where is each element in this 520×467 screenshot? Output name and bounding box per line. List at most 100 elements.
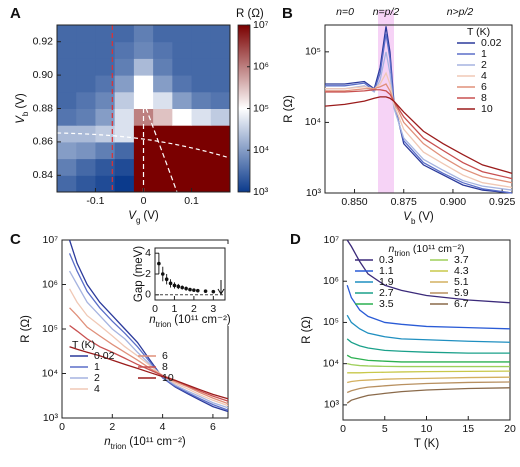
series-line [68, 270, 229, 409]
heatmap-cell [114, 175, 135, 193]
heatmap-cell [133, 75, 154, 93]
y-axis-label: Gap (meV) [133, 246, 145, 302]
data-point [211, 289, 216, 294]
legend-label: 4 [481, 70, 487, 82]
heatmap-cell [172, 158, 193, 176]
heatmap-cell [114, 25, 135, 43]
heatmap-cell [114, 91, 135, 109]
legend-label: 3.7 [454, 254, 469, 266]
legend-label: 1 [94, 361, 100, 373]
x-axis-label-subscript: trion [111, 442, 127, 451]
heatmap-cell [57, 75, 77, 93]
colorbar-tick-label: 10⁶ [253, 61, 269, 73]
x-axis-label-subscript: b [411, 217, 416, 226]
y-axis-label: R (Ω) [301, 316, 313, 344]
x-axis-label-symbol: n [104, 436, 110, 448]
legend-label: 8 [481, 92, 487, 104]
legend-label: 2 [481, 59, 487, 71]
heatmap-cell [191, 125, 212, 143]
x-tick-label: 5 [382, 423, 388, 435]
heatmap-cell [191, 108, 212, 126]
white-dashed-diagonal [145, 107, 178, 193]
legend-label: 10 [162, 372, 174, 384]
series-line [346, 387, 511, 404]
colorbar-tick-label: 10³ [253, 186, 269, 198]
series-line [325, 89, 513, 180]
legend-label: 0.02 [94, 350, 115, 362]
heatmap-cell [153, 91, 173, 109]
y-tick-label: 10³ [43, 412, 59, 424]
heatmap-cell [95, 125, 116, 143]
heatmap-cell [57, 141, 77, 160]
panel-letter: B [282, 5, 293, 22]
x-tick-label: -0.1 [86, 195, 104, 207]
data-point [192, 288, 196, 292]
x-axis-label-symbol: V [128, 210, 137, 222]
heatmap-cell [76, 58, 96, 76]
panel-letter: A [10, 5, 21, 22]
heatmap-cell [133, 25, 154, 43]
y-tick-label: 10⁵ [42, 323, 58, 335]
series-line [68, 253, 229, 411]
data-point [168, 281, 173, 286]
colorbar-label: R (Ω) [236, 8, 264, 20]
y-tick-label: 4 [145, 247, 151, 259]
series-line [325, 33, 513, 194]
data-point [180, 285, 185, 290]
heatmap-layer [57, 25, 231, 193]
heatmap-cell [191, 91, 212, 109]
heatmap-cell [57, 25, 77, 43]
plot-frame [342, 239, 511, 421]
series-line [346, 314, 511, 343]
x-tick-label: 6 [210, 421, 216, 433]
heatmap-cell [172, 108, 193, 126]
legend-label: 4 [94, 383, 100, 395]
heatmap-cell [95, 41, 116, 59]
panel-letter: D [290, 231, 301, 248]
heatmap-cell [95, 108, 116, 126]
heatmap-cell [172, 125, 193, 143]
colorbar-tick-label: 10⁵ [253, 102, 269, 114]
heatmap-cell [210, 108, 231, 126]
annotation: n=0 [336, 6, 354, 18]
heatmap-cell [133, 91, 154, 109]
heatmap-cell [210, 158, 231, 176]
data-point [157, 261, 161, 266]
legend-label: 8 [162, 361, 168, 373]
heatmap-cell [172, 41, 193, 59]
heatmap-cell [210, 41, 231, 59]
legend-title-subscript: trion [394, 249, 410, 258]
heatmap-cell [210, 141, 231, 160]
y-tick-label: 0.90 [33, 69, 54, 81]
series-line [346, 285, 511, 330]
heatmap-cell [95, 25, 116, 43]
white-dashed-curve [56, 132, 231, 159]
y-tick-label: 0 [145, 289, 151, 301]
heatmap-cell [210, 75, 231, 93]
inset-background [133, 244, 229, 326]
y-tick-label: 10³ [324, 399, 340, 411]
x-tick-label: 0.900 [440, 196, 466, 208]
heatmap-cell [57, 158, 77, 176]
heatmap-cell [76, 158, 96, 176]
heatmap-cell [95, 175, 116, 193]
data-point [164, 277, 169, 282]
annotation: n=p/2 [373, 6, 400, 18]
heatmap-cell [210, 175, 231, 193]
series-line [346, 381, 511, 394]
series-line [325, 83, 513, 184]
legend-label: 10 [481, 103, 493, 115]
series-line [347, 370, 511, 374]
heatmap-cell [57, 108, 77, 126]
y-tick-label: 10³ [306, 187, 322, 199]
heatmap-cell [95, 91, 116, 109]
series-line [347, 363, 510, 368]
heatmap-cell [153, 58, 173, 76]
heatmap-cell [172, 91, 193, 109]
heatmap-cell [57, 91, 77, 109]
y-tick-label: 10⁶ [42, 278, 58, 290]
series-line [346, 239, 511, 304]
legend-label: 2.7 [379, 287, 394, 299]
heatmap-cell [153, 75, 173, 93]
